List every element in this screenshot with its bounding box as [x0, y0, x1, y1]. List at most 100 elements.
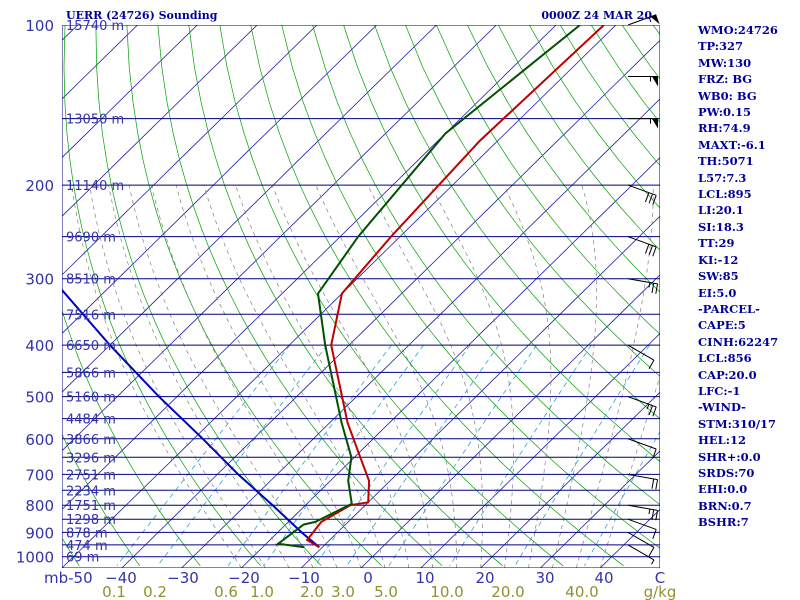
- dry-adiabat-line: [374, 25, 660, 420]
- index-item: TH:5071: [698, 154, 754, 169]
- moist-adiabat-line: [599, 375, 660, 568]
- mixing-ratio-line: [263, 344, 424, 567]
- mixing-ratio-tick-label: 40.0: [565, 583, 598, 600]
- dry-adiabat-line: [62, 433, 141, 567]
- barb-flag: [648, 245, 653, 256]
- wind-barb: [627, 473, 659, 490]
- index-item: EI:5.0: [698, 285, 737, 300]
- wind-barb: [627, 531, 655, 557]
- barb-pennant: [650, 14, 660, 25]
- barb-staff: [627, 344, 655, 361]
- wind-barb: [627, 518, 657, 540]
- index-item: -WIND-: [698, 400, 746, 415]
- wind-barb: [627, 544, 655, 565]
- temperature-tick-label: −30: [167, 569, 199, 587]
- moist-adiabat-line: [552, 185, 597, 568]
- isotherm-line: [599, 508, 660, 568]
- height-label: 5866 m: [66, 366, 116, 381]
- mixing-ratio-tick-label: 0.6: [214, 583, 238, 600]
- moist-adiabat-line: [203, 184, 386, 568]
- height-label: 13050 m: [66, 113, 124, 128]
- pressure-tick-label: 900: [25, 524, 54, 542]
- index-item: LI:20.1: [698, 203, 744, 218]
- parcel-trace: [62, 288, 320, 549]
- dry-adiabat-line: [157, 25, 443, 567]
- index-item: SI:18.3: [698, 219, 744, 234]
- barb-flag: [644, 192, 650, 203]
- temperature-tick-label: −40: [105, 569, 137, 587]
- isotherm-line: [62, 25, 258, 217]
- barb-staff: [627, 438, 657, 450]
- index-item: SW:85: [698, 269, 739, 284]
- index-item: -PARCEL-: [698, 301, 760, 316]
- moist-adiabat-line: [429, 184, 514, 568]
- barb-flag: [655, 510, 659, 521]
- pressure-tick-label: 800: [25, 497, 54, 515]
- mixing-ratio-line: [116, 344, 291, 567]
- dry-adiabat-line: [343, 25, 660, 463]
- temperature-tick-label: −10: [288, 569, 320, 587]
- barb-flag: [651, 478, 655, 489]
- mixing-ratio-tick-label: 10.0: [430, 583, 463, 600]
- wind-barb: [628, 76, 658, 87]
- isotherm-line: [540, 450, 660, 568]
- moist-adiabat-line: [315, 184, 458, 568]
- barb-staff: [627, 531, 655, 548]
- index-item: SHR+:0.0: [698, 449, 761, 464]
- mixing-ratio-line: [346, 344, 500, 567]
- pressure-tick-label: 300: [25, 271, 54, 289]
- mixing-ratio-tick-label: 0.1: [102, 583, 126, 600]
- wind-barb: [628, 118, 658, 129]
- index-item: FRZ: BG: [698, 72, 753, 87]
- mixing-ratio-line: [388, 344, 537, 567]
- index-item: MAXT:-6.1: [698, 137, 766, 152]
- barb-half-flag: [651, 559, 655, 565]
- moist-adiabat-line: [271, 184, 434, 568]
- barb-pennant: [652, 118, 658, 129]
- barb-flag: [651, 509, 655, 520]
- isotherm-line: [480, 391, 660, 568]
- height-label: 11140 m: [66, 179, 124, 194]
- index-item: BRN:0.7: [698, 498, 752, 513]
- dry-adiabat-line: [62, 308, 201, 567]
- dry-adiabat-line: [436, 25, 660, 335]
- mixing-ratio-line: [314, 344, 471, 567]
- barb-flag: [652, 406, 657, 417]
- moist-adiabat-line: [235, 184, 410, 568]
- wind-barb: [627, 14, 660, 26]
- dry-adiabat-line: [188, 25, 503, 567]
- temperature-tick-label: −20: [228, 569, 260, 587]
- index-item: STM:310/17: [698, 416, 777, 431]
- height-label: 474 m: [66, 539, 108, 554]
- isotherm-line: [121, 39, 660, 568]
- index-item: PW:0.15: [698, 105, 752, 120]
- barb-flag: [652, 448, 657, 459]
- mixing-ratio-line: [449, 344, 592, 567]
- wind-barb: [627, 184, 657, 205]
- height-label: 8510 m: [66, 273, 116, 288]
- mixing-ratio-tick-label: 5.0: [374, 583, 398, 600]
- index-item: EHI:0.0: [698, 482, 748, 497]
- isotherm-line: [62, 25, 497, 452]
- temperature-tick-label: 0: [363, 569, 373, 587]
- barb-staff: [627, 396, 657, 408]
- barb-staff: [627, 504, 658, 511]
- height-label: 69 m: [66, 551, 99, 566]
- dry-adiabat-line: [95, 25, 322, 567]
- dry-adiabat-line: [126, 25, 382, 567]
- barb-flag: [651, 283, 655, 294]
- height-label: 1751 m: [66, 499, 116, 514]
- isotherm-line: [0, 25, 18, 568]
- dry-adiabat-line: [219, 25, 564, 567]
- dewpoint-trace: [275, 25, 581, 549]
- barb-flag: [644, 244, 650, 254]
- chart-profiles: [62, 25, 605, 549]
- pressure-tick-label: 1000: [16, 549, 54, 567]
- station-title: UERR (24726) Sounding: [66, 9, 218, 22]
- mixing-ratio-line: [227, 344, 392, 567]
- index-item: SRDS:70: [698, 465, 755, 480]
- barb-staff: [627, 518, 657, 530]
- moist-adiabat-line: [89, 185, 266, 568]
